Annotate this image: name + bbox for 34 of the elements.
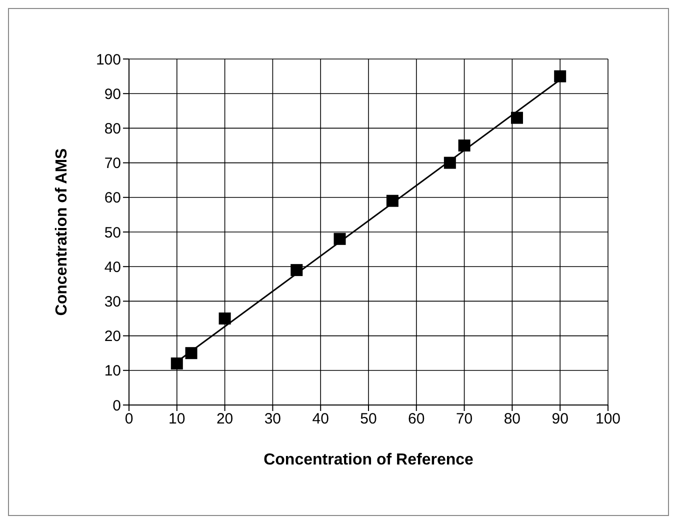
x-tick-label: 80: [504, 410, 521, 428]
x-tick-label: 50: [360, 410, 377, 428]
point: [458, 140, 470, 152]
x-tick-label: 70: [456, 410, 473, 428]
point: [510, 112, 523, 124]
point: [334, 232, 346, 245]
y-tick-label: 50: [104, 224, 121, 242]
x-tick-label: 90: [552, 410, 568, 428]
y-tick-label: 40: [104, 258, 121, 276]
x-tick-label: 20: [216, 410, 234, 428]
y-tick-label: 90: [104, 86, 121, 103]
y-tick-label: 70: [104, 155, 121, 172]
y-tick-label: 60: [104, 190, 121, 207]
x-tick-label: 40: [312, 410, 329, 428]
point: [554, 70, 566, 82]
x-tick-label: 60: [408, 410, 425, 428]
point: [386, 194, 398, 207]
point: [170, 357, 183, 370]
y-tick-label: 80: [104, 120, 121, 138]
x-axis-title: Concentration of Reference: [264, 451, 474, 468]
y-tick-label: 100: [96, 51, 121, 68]
y-axis-title: Concentration of AMS: [54, 148, 71, 316]
y-tick-label: 20: [104, 328, 121, 346]
point: [185, 347, 198, 360]
x-tick-label: 30: [264, 410, 282, 428]
x-tick-label: 0: [124, 410, 134, 428]
x-tick-label: 10: [168, 410, 186, 428]
point: [290, 264, 303, 276]
y-tick-label: 10: [104, 362, 121, 380]
point: [218, 312, 231, 324]
x-tick-label: 100: [595, 410, 621, 428]
point: [444, 156, 456, 169]
y-tick-label: 0: [112, 397, 121, 414]
y-tick-label: 30: [104, 294, 121, 311]
